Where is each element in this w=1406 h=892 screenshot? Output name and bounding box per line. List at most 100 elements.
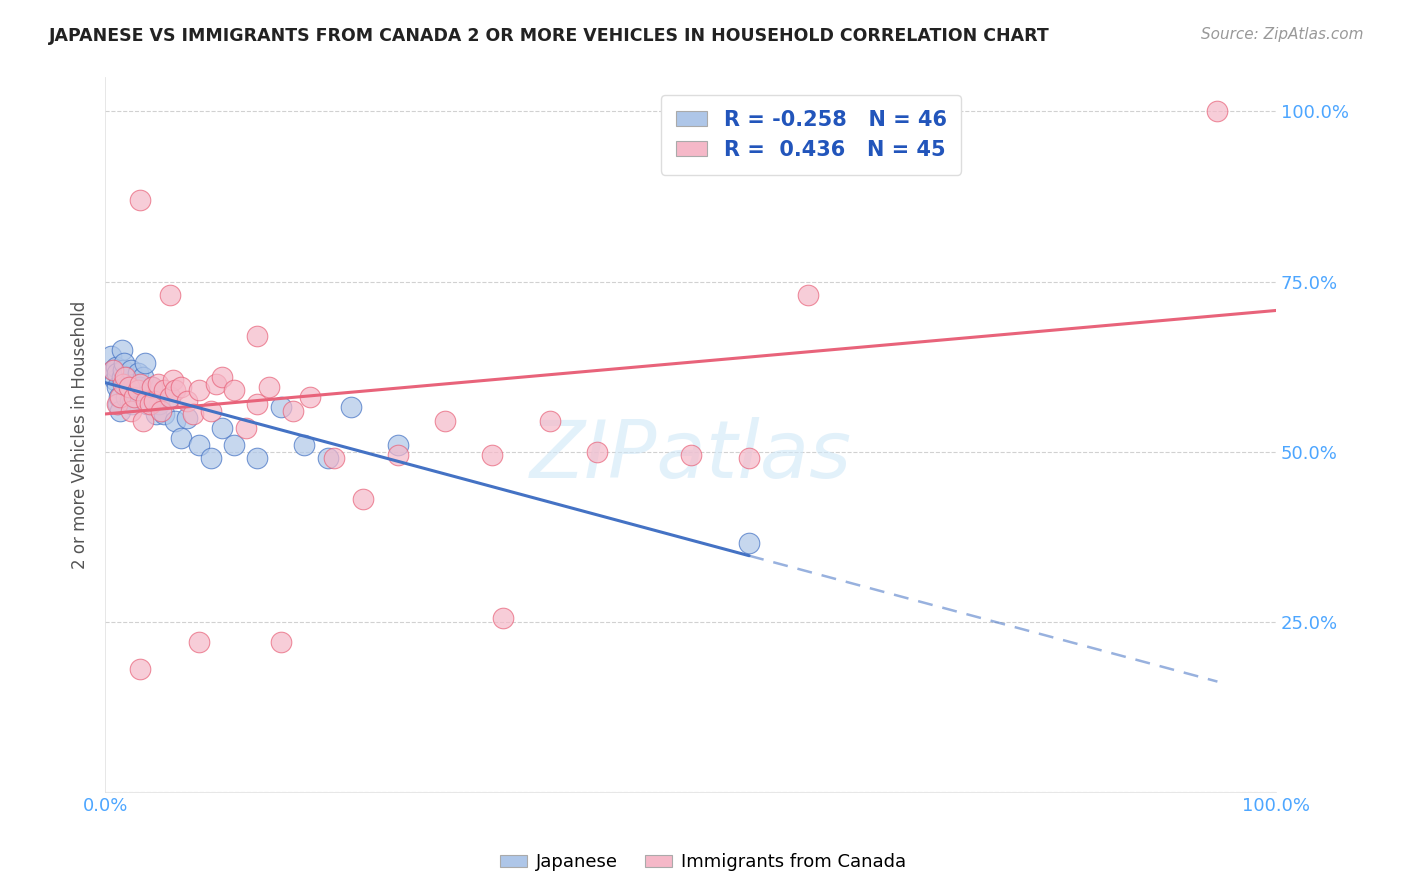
Point: [222, 384, 245, 398]
Point: [141, 380, 163, 394]
Point: [152, 384, 174, 398]
Point: [110, 343, 132, 357]
Point: [211, 421, 233, 435]
Point: [129, 380, 152, 394]
Text: ZIPatlas: ZIPatlas: [530, 417, 852, 495]
Point: [387, 448, 409, 462]
Point: [121, 397, 143, 411]
Y-axis label: 2 or more Vehicles in Household: 2 or more Vehicles in Household: [72, 301, 89, 569]
Point: [138, 397, 160, 411]
Point: [103, 363, 125, 377]
Point: [299, 390, 322, 404]
Point: [387, 438, 409, 452]
Point: [103, 373, 125, 387]
Legend: R = -0.258   N = 46, R =  0.436   N = 45: R = -0.258 N = 46, R = 0.436 N = 45: [661, 95, 962, 175]
Point: [340, 401, 363, 415]
Point: [187, 438, 209, 452]
Point: [143, 393, 166, 408]
Point: [187, 384, 209, 398]
Point: [127, 367, 149, 381]
Point: [145, 407, 167, 421]
Point: [103, 363, 125, 377]
Point: [316, 451, 339, 466]
Point: [104, 359, 127, 374]
Point: [114, 369, 136, 384]
Point: [146, 376, 169, 391]
Point: [108, 390, 131, 404]
Point: [796, 288, 818, 302]
Point: [112, 356, 135, 370]
Point: [115, 390, 138, 404]
Point: [165, 384, 187, 398]
Point: [105, 380, 128, 394]
Point: [131, 414, 153, 428]
Point: [586, 444, 609, 458]
Point: [176, 393, 198, 408]
Point: [322, 451, 344, 466]
Point: [129, 193, 152, 207]
Point: [222, 438, 245, 452]
Point: [105, 397, 128, 411]
Point: [246, 397, 269, 411]
Point: [111, 376, 134, 391]
Point: [281, 403, 304, 417]
Point: [120, 363, 142, 377]
Point: [117, 380, 139, 394]
Point: [159, 390, 181, 404]
Point: [738, 536, 761, 550]
Point: [1206, 104, 1229, 119]
Point: [114, 376, 136, 391]
Point: [124, 390, 146, 404]
Point: [200, 451, 222, 466]
Point: [257, 380, 280, 394]
Point: [152, 407, 174, 421]
Point: [124, 376, 146, 391]
Point: [134, 356, 156, 370]
Point: [211, 369, 233, 384]
Point: [100, 349, 122, 363]
Point: [129, 376, 152, 391]
Point: [235, 421, 257, 435]
Point: [170, 380, 193, 394]
Point: [205, 376, 228, 391]
Point: [270, 401, 292, 415]
Point: [159, 390, 181, 404]
Point: [246, 451, 269, 466]
Point: [170, 431, 193, 445]
Point: [117, 369, 139, 384]
Point: [107, 397, 129, 411]
Point: [105, 367, 128, 381]
Point: [110, 369, 132, 384]
Point: [352, 492, 374, 507]
Point: [117, 380, 139, 394]
Point: [200, 403, 222, 417]
Point: [120, 403, 142, 417]
Point: [136, 397, 159, 411]
Point: [127, 384, 149, 398]
Legend: Japanese, Immigrants from Canada: Japanese, Immigrants from Canada: [492, 847, 914, 879]
Point: [148, 397, 170, 411]
Point: [165, 414, 187, 428]
Point: [176, 410, 198, 425]
Point: [246, 329, 269, 343]
Point: [129, 662, 152, 676]
Point: [162, 373, 184, 387]
Point: [110, 390, 132, 404]
Point: [481, 448, 503, 462]
Point: [141, 380, 163, 394]
Point: [492, 611, 515, 625]
Point: [124, 380, 146, 394]
Point: [131, 369, 153, 384]
Point: [181, 407, 204, 421]
Point: [187, 635, 209, 649]
Point: [159, 288, 181, 302]
Point: [538, 414, 561, 428]
Point: [292, 438, 315, 452]
Point: [110, 403, 132, 417]
Point: [433, 414, 456, 428]
Point: [270, 635, 292, 649]
Text: JAPANESE VS IMMIGRANTS FROM CANADA 2 OR MORE VEHICLES IN HOUSEHOLD CORRELATION C: JAPANESE VS IMMIGRANTS FROM CANADA 2 OR …: [49, 27, 1050, 45]
Point: [135, 393, 157, 408]
Point: [738, 451, 761, 466]
Point: [118, 393, 141, 408]
